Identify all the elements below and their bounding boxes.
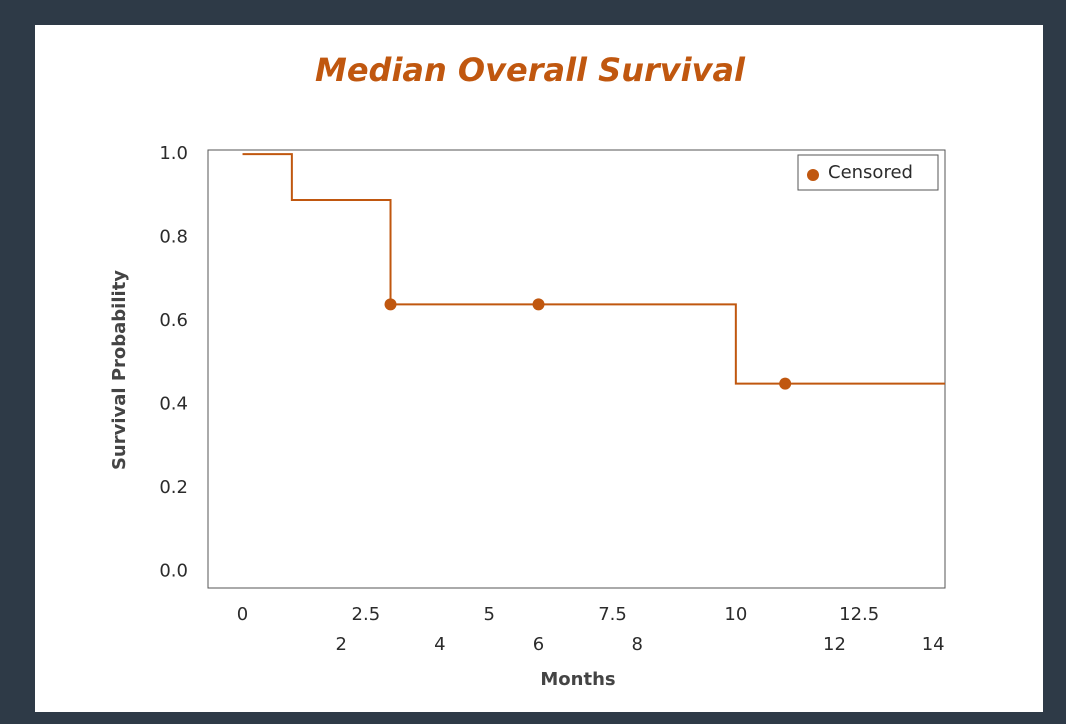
censor-point	[384, 298, 397, 311]
survival-line	[242, 153, 945, 385]
y-tick-label: 0.2	[159, 477, 188, 498]
legend-label: Censored	[828, 162, 913, 183]
y-tick-label: 0.0	[159, 560, 188, 581]
chart-title: Median Overall Survival	[315, 51, 746, 89]
x-tick-label: 12.5	[839, 604, 879, 625]
x-tick-label: 5	[483, 604, 494, 625]
y-tick-label: 1.0	[159, 143, 188, 164]
x-axis-label: Months	[540, 669, 615, 690]
legend-box	[797, 154, 939, 191]
x-tick-label: 6	[533, 634, 544, 655]
x-tick-label: 12	[823, 634, 846, 655]
censor-point	[779, 377, 792, 390]
x-tick-label: 2.5	[352, 604, 381, 625]
x-tick-label: 0	[237, 604, 248, 625]
plot-frame	[207, 149, 946, 589]
x-tick-label: 10	[724, 604, 747, 625]
y-tick-label: 0.8	[159, 227, 188, 248]
y-axis-label: Survival Probability	[109, 270, 130, 470]
x-tick-label: 4	[434, 634, 445, 655]
censor-point	[532, 298, 545, 311]
x-tick-label: 8	[631, 634, 642, 655]
x-tick-label: 7.5	[598, 604, 627, 625]
panel	[35, 25, 1043, 712]
y-tick-label: 0.4	[159, 393, 188, 414]
x-tick-label: 14	[922, 634, 945, 655]
y-tick-label: 0.6	[159, 310, 188, 331]
x-tick-label: 2	[335, 634, 346, 655]
legend-marker	[807, 169, 819, 181]
